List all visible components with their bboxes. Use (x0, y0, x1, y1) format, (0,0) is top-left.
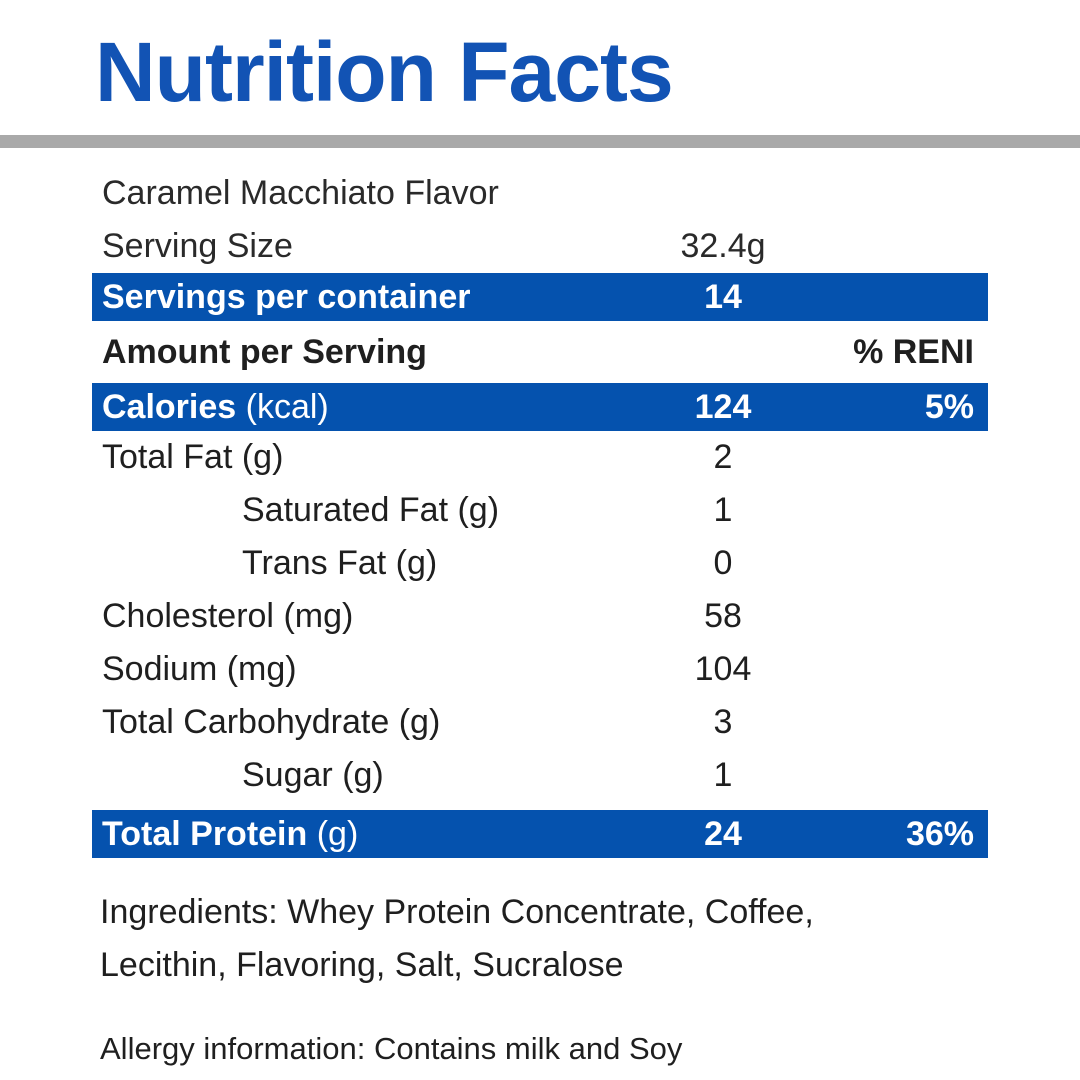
calories-percent: 5% (924, 387, 974, 426)
trans-fat-value: 0 (713, 544, 733, 582)
flavor-label: Caramel Macchiato Flavor (102, 174, 499, 212)
saturated-fat-value: 1 (713, 491, 733, 529)
total-protein-label: Total Protein (102, 814, 308, 853)
total-fat-label: Total Fat (102, 438, 233, 476)
page-title: Nutrition Facts (95, 25, 674, 119)
calories-row: Calories (kcal) 124 5% (92, 383, 988, 431)
calories-value: 124 (694, 387, 752, 426)
calories-label: Calories (102, 387, 237, 426)
trans-fat-label: Trans Fat (242, 544, 387, 582)
percent-reni-header: % RENI (853, 332, 974, 371)
sugar-label: Sugar (242, 756, 333, 794)
serving-size-value: 32.4g (680, 227, 766, 265)
total-protein-unit: (g) (316, 814, 359, 853)
ingredients-text: Ingredients: Whey Protein Concentrate, C… (100, 893, 814, 984)
saturated-fat-row: Saturated Fat (g) 1 (92, 484, 988, 537)
sodium-row: Sodium (mg) 104 (92, 643, 988, 696)
calories-unit: (kcal) (245, 387, 329, 426)
cholesterol-value: 58 (704, 597, 742, 635)
title-divider (0, 135, 1080, 148)
column-header-row: Amount per Serving % RENI (92, 321, 988, 383)
servings-per-container-row: Servings per container 14 (92, 273, 988, 321)
total-carbohydrate-row: Total Carbohydrate (g) 3 (92, 696, 988, 749)
sugar-row: Sugar (g) 1 (92, 749, 988, 802)
cholesterol-label: Cholesterol (102, 597, 274, 635)
total-fat-value: 2 (713, 438, 733, 476)
sodium-label: Sodium (102, 650, 218, 688)
serving-size-row: Serving Size 32.4g (92, 220, 988, 273)
total-carbohydrate-label: Total Carbohydrate (102, 703, 390, 741)
amount-per-serving-header: Amount per Serving (102, 332, 427, 371)
allergy-info-text: Allergy information: Contains milk and S… (100, 1031, 683, 1067)
facts-table: Caramel Macchiato Flavor Serving Size 32… (92, 167, 988, 858)
sugar-value: 1 (713, 756, 733, 794)
total-protein-percent: 36% (905, 814, 974, 853)
trans-fat-row: Trans Fat (g) 0 (92, 537, 988, 590)
saturated-fat-label: Saturated Fat (242, 491, 449, 529)
flavor-row: Caramel Macchiato Flavor (92, 167, 988, 220)
cholesterol-row: Cholesterol (mg) 58 (92, 590, 988, 643)
total-carbohydrate-value: 3 (713, 703, 733, 741)
serving-size-label: Serving Size (102, 227, 293, 265)
total-protein-value: 24 (704, 814, 742, 853)
servings-value: 14 (704, 277, 742, 316)
total-fat-row: Total Fat (g) 2 (92, 431, 988, 484)
sodium-value: 104 (694, 650, 752, 688)
total-protein-row: Total Protein (g) 24 36% (92, 810, 988, 858)
servings-label: Servings per container (102, 277, 471, 316)
